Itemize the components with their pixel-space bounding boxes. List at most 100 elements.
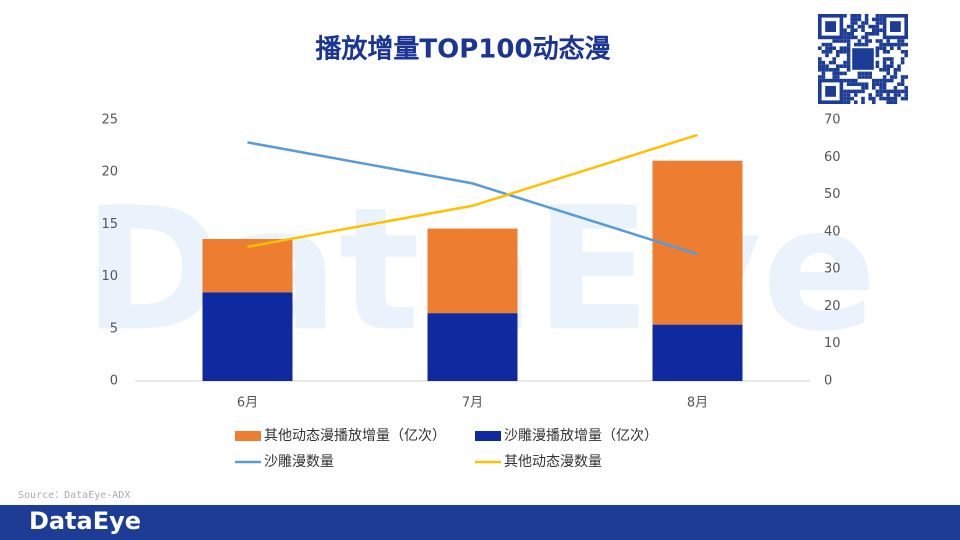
qr-dot (882, 42, 887, 47)
qr-dot (861, 75, 865, 79)
qr-dot (825, 68, 829, 72)
qr-dot (836, 68, 840, 72)
qr-dot (828, 60, 833, 65)
qr-dot (850, 96, 854, 101)
x-tick-label: 8月 (687, 396, 708, 411)
qr-dot (879, 68, 883, 72)
qr-dot (857, 89, 862, 94)
qr-dot (886, 93, 890, 97)
qr-dot (879, 78, 883, 83)
qr-dot (821, 50, 826, 54)
qr-dot (836, 50, 840, 54)
qr-dot (875, 46, 880, 50)
qr-dot (890, 57, 894, 61)
qr-finder (817, 14, 844, 40)
y2-tick-label: 30 (824, 262, 841, 277)
x-tick-label: 7月 (462, 396, 483, 411)
qr-dot (904, 89, 908, 94)
y-tick-label: 10 (101, 269, 118, 284)
qr-dot (893, 100, 898, 104)
bar-segment (202, 239, 293, 293)
qr-dot (872, 24, 876, 29)
line-series (247, 133, 698, 249)
qr-dot (882, 86, 887, 90)
qr-dot (821, 60, 826, 65)
qr-dot (864, 14, 869, 18)
qr-dot (886, 39, 890, 43)
qr-dot (846, 32, 851, 36)
qr-dot (843, 100, 847, 104)
qr-dot (861, 28, 865, 32)
qr-dot (857, 71, 862, 76)
qr-dot (854, 42, 858, 47)
qr-dot (882, 75, 887, 79)
qr-code (817, 14, 908, 104)
qr-dot (897, 46, 901, 50)
qr-dot (882, 78, 887, 83)
qr-dot (828, 46, 833, 50)
qr-dot (843, 50, 847, 54)
footer-logo: DataEye (29, 507, 141, 535)
qr-dot (875, 60, 880, 65)
qr-dot (850, 89, 854, 94)
qr-dot (843, 32, 847, 36)
qr-dot (846, 96, 851, 101)
qr-dot (839, 71, 844, 76)
qr-dot (875, 78, 880, 83)
qr-dot (875, 50, 880, 54)
qr-dot (843, 96, 847, 101)
qr-dot (879, 28, 883, 32)
qr-dot (904, 93, 908, 97)
qr-dot (861, 96, 865, 101)
qr-dot (879, 46, 883, 50)
qr-dot (872, 17, 876, 22)
qr-dot (872, 86, 876, 90)
qr-dot (843, 35, 847, 40)
legend-swatch (235, 431, 261, 441)
qr-dot (886, 89, 890, 94)
qr-dot (828, 42, 833, 47)
chart-title: 播放增量TOP100动态漫 (315, 34, 610, 65)
qr-dot (846, 42, 851, 47)
y2-tick-label: 70 (824, 113, 841, 128)
qr-dot (900, 96, 905, 101)
qr-dot (861, 24, 865, 29)
qr-dot (825, 46, 829, 50)
qr-dot (854, 93, 858, 97)
qr-dot (890, 46, 894, 50)
qr-dot (904, 75, 908, 79)
qr-dot (821, 64, 826, 68)
qr-dot (890, 42, 894, 47)
qr-dot (890, 89, 894, 94)
qr-dot (843, 28, 847, 32)
y-tick-label: 15 (101, 217, 118, 232)
qr-dot (850, 24, 854, 29)
qr-dot (904, 53, 908, 58)
qr-dot (825, 53, 829, 58)
qr-dot (846, 93, 851, 97)
qr-dot (904, 42, 908, 47)
qr-dot (875, 64, 880, 68)
qr-dot (857, 39, 862, 43)
x-tick-label: 6月 (237, 396, 258, 411)
qr-dot (832, 75, 836, 79)
bar-segment (427, 313, 518, 381)
qr-dot (886, 57, 890, 61)
qr-dot (900, 60, 905, 65)
qr-dot (864, 71, 869, 76)
bar-segment (427, 228, 518, 314)
qr-dot (839, 50, 844, 54)
legend-label: 其他动态漫播放增量（亿次） (264, 428, 446, 444)
qr-finder (817, 78, 844, 104)
qr-dot (850, 82, 854, 86)
line-series (247, 141, 698, 256)
y-tick-label: 0 (110, 374, 118, 389)
qr-dot (832, 46, 836, 50)
qr-dot (821, 75, 826, 79)
qr-dot (836, 39, 840, 43)
qr-dot (875, 32, 880, 36)
y2-tick-label: 10 (824, 336, 841, 351)
qr-dot (875, 82, 880, 86)
qr-dot (818, 68, 822, 72)
